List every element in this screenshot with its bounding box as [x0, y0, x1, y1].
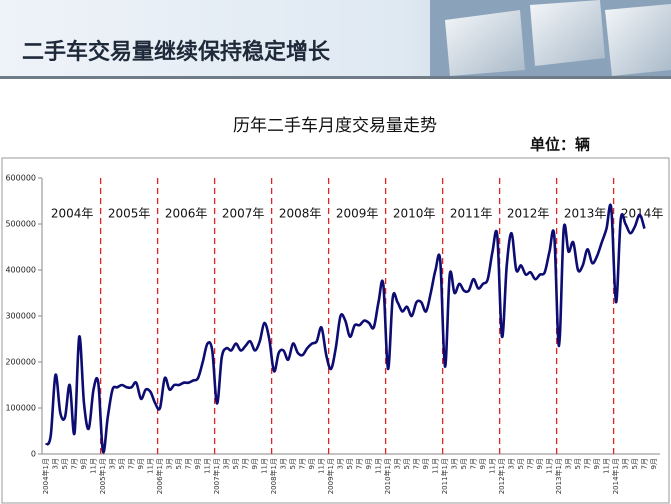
x-tick-label: 11月	[90, 458, 98, 474]
x-tick-label: 5月	[61, 458, 69, 469]
year-label: 2011年	[450, 207, 493, 221]
x-tick-label: 5月	[232, 458, 240, 469]
x-tick-label: 11月	[546, 458, 554, 474]
y-tick-label: 200000	[5, 358, 36, 367]
x-tick-label: 2005年1月	[98, 458, 107, 494]
x-tick-label: 9月	[251, 458, 259, 469]
x-tick-label: 2009年1月	[326, 458, 335, 494]
x-tick-label: 9月	[422, 458, 430, 469]
x-tick-label: 5月	[346, 458, 354, 469]
x-tick-label: 2010年1月	[383, 458, 392, 494]
x-tick-label: 9月	[194, 458, 202, 469]
year-label: 2007年	[222, 207, 265, 221]
x-tick-label: 7月	[185, 458, 193, 469]
year-label: 2010年	[393, 207, 436, 221]
x-tick-label: 2012年1月	[497, 458, 506, 494]
x-tick-label: 11月	[432, 458, 440, 474]
year-label: 2013年	[564, 207, 607, 221]
x-tick-label: 2013年1月	[554, 458, 563, 494]
y-tick-label: 100000	[5, 404, 36, 413]
x-tick-label: 7月	[584, 458, 592, 469]
x-tick-label: 11月	[147, 458, 155, 474]
x-tick-label: 5月	[289, 458, 297, 469]
x-tick-label: 7月	[299, 458, 307, 469]
year-label: 2005年	[108, 207, 151, 221]
chart-title: 历年二手车月度交易量走势	[233, 116, 437, 136]
x-tick-label: 5月	[175, 458, 183, 469]
y-tick-label: 600000	[5, 174, 36, 183]
x-tick-label: 7月	[71, 458, 79, 469]
x-tick-label: 2014年1月	[611, 458, 620, 494]
x-tick-label: 5月	[403, 458, 411, 469]
data-line	[44, 203, 646, 454]
x-tick-label: 2008年1月	[269, 458, 278, 494]
x-tick-label: 3月	[565, 458, 573, 469]
x-tick-label: 3月	[280, 458, 288, 469]
x-tick-label: 9月	[308, 458, 316, 469]
x-tick-label: 9月	[593, 458, 601, 469]
year-label: 2004年	[51, 207, 94, 221]
x-tick-label: 7月	[527, 458, 535, 469]
y-tick-label: 300000	[5, 312, 36, 321]
x-tick-label: 3月	[109, 458, 117, 469]
slide-title: 二手车交易量继续保持稳定增长	[22, 39, 331, 65]
x-tick-label: 2007年1月	[212, 458, 221, 494]
x-tick-label: 5月	[460, 458, 468, 469]
x-tick-label: 7月	[242, 458, 250, 469]
x-tick-label: 7月	[356, 458, 364, 469]
x-tick-label: 11月	[489, 458, 497, 474]
y-tick-label: 400000	[5, 266, 36, 275]
x-tick-label: 3月	[451, 458, 459, 469]
x-tick-label: 5月	[118, 458, 126, 469]
x-tick-label: 7月	[128, 458, 136, 469]
x-tick-label: 3月	[223, 458, 231, 469]
year-label: 2008年	[279, 207, 322, 221]
x-tick-label: 11月	[603, 458, 611, 474]
x-tick-label: 9月	[137, 458, 145, 469]
x-tick-label: 11月	[318, 458, 326, 474]
x-tick-label: 3月	[508, 458, 516, 469]
x-tick-label: 7月	[641, 458, 649, 469]
header-image	[430, 0, 671, 76]
x-tick-label: 9月	[650, 458, 658, 469]
year-label: 2012年	[507, 207, 550, 221]
x-tick-label: 5月	[574, 458, 582, 469]
x-tick-label: 11月	[204, 458, 212, 474]
x-tick-label: 2004年1月	[41, 458, 50, 494]
x-tick-label: 9月	[80, 458, 88, 469]
header-rule	[0, 76, 671, 79]
x-tick-label: 3月	[622, 458, 630, 469]
x-tick-label: 2011年1月	[440, 458, 449, 494]
year-label: 2006年	[165, 207, 208, 221]
x-tick-label: 11月	[375, 458, 383, 474]
x-tick-label: 3月	[394, 458, 402, 469]
x-tick-label: 2006年1月	[155, 458, 164, 494]
x-tick-label: 7月	[470, 458, 478, 469]
x-tick-label: 9月	[536, 458, 544, 469]
unit-label: 单位：辆	[530, 136, 590, 154]
x-tick-label: 7月	[413, 458, 421, 469]
x-tick-label: 5月	[517, 458, 525, 469]
year-label: 2009年	[336, 207, 379, 221]
x-tick-label: 11月	[261, 458, 269, 474]
x-tick-label: 9月	[365, 458, 373, 469]
x-tick-label: 5月	[631, 458, 639, 469]
y-tick-label: 0	[31, 450, 36, 459]
x-tick-label: 9月	[479, 458, 487, 469]
x-tick-label: 3月	[52, 458, 60, 469]
y-tick-label: 500000	[5, 220, 36, 229]
chart-frame	[1, 157, 670, 504]
year-label: 2014年	[621, 207, 664, 221]
x-tick-label: 3月	[337, 458, 345, 469]
x-tick-label: 3月	[166, 458, 174, 469]
